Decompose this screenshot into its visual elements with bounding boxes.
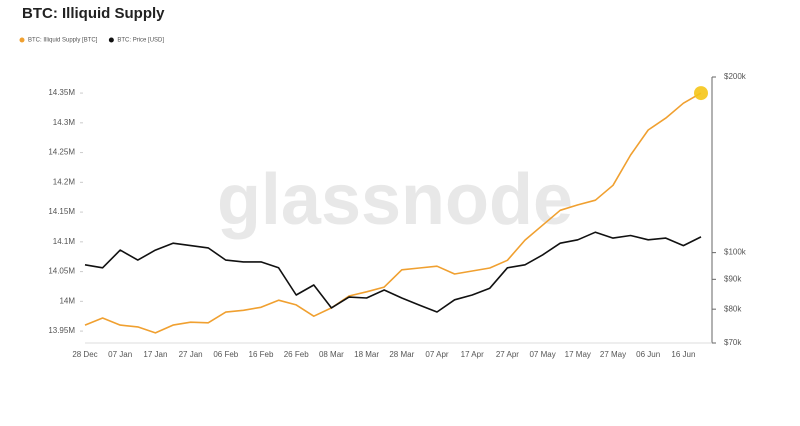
x-tick-label: 28 Dec bbox=[72, 350, 97, 359]
y2-tick-label: $80k bbox=[724, 304, 742, 313]
legend-swatch bbox=[108, 37, 114, 43]
x-tick-label: 18 Mar bbox=[354, 350, 379, 359]
y-tick-label: 14.2M bbox=[53, 177, 76, 186]
y-tick-label: 14.35M bbox=[48, 88, 75, 97]
x-tick-label: 07 May bbox=[529, 350, 555, 359]
y-tick-label: 14.05M bbox=[48, 267, 75, 276]
x-tick-label: 08 Mar bbox=[319, 350, 344, 359]
x-tick-label: 17 Jan bbox=[143, 350, 167, 359]
x-tick-label: 07 Jan bbox=[108, 350, 132, 359]
x-tick-label: 17 Apr bbox=[461, 350, 484, 359]
y-tick-label: 14.15M bbox=[48, 207, 75, 216]
x-tick-label: 27 Apr bbox=[496, 350, 519, 359]
y-tick-label: 14M bbox=[59, 296, 75, 305]
series-line bbox=[84, 231, 702, 313]
y2-tick-label: $100k bbox=[724, 248, 747, 257]
y-tick-label: 13.95M bbox=[48, 326, 75, 335]
endpoint-marker bbox=[694, 86, 708, 101]
x-tick-label: 06 Feb bbox=[213, 350, 238, 359]
x-tick-label: 16 Jun bbox=[671, 350, 695, 359]
legend-swatch bbox=[19, 37, 25, 43]
x-tick-label: 06 Jun bbox=[636, 350, 660, 359]
legend-label: BTC: Price [USD] bbox=[117, 38, 164, 44]
y-tick-label: 14.1M bbox=[53, 237, 76, 246]
y2-tick-label: $70k bbox=[724, 338, 742, 347]
series-line bbox=[84, 92, 702, 334]
x-tick-label: 26 Feb bbox=[284, 350, 309, 359]
y2-tick-label: $200k bbox=[724, 72, 747, 81]
chart-title: BTC: Illiquid Supply bbox=[22, 5, 165, 22]
x-tick-label: 17 May bbox=[565, 350, 591, 359]
x-tick-label: 27 Jan bbox=[179, 350, 203, 359]
y2-tick-label: $90k bbox=[724, 274, 742, 283]
watermark: glassnode bbox=[217, 160, 573, 240]
legend-label: BTC: Illiquid Supply [BTC] bbox=[28, 38, 98, 44]
x-tick-label: 28 Mar bbox=[389, 350, 414, 359]
y-tick-label: 14.3M bbox=[53, 118, 76, 127]
x-tick-label: 27 May bbox=[600, 350, 626, 359]
x-tick-label: 07 Apr bbox=[425, 350, 448, 359]
y-tick-label: 14.25M bbox=[48, 148, 75, 157]
x-tick-label: 16 Feb bbox=[249, 350, 274, 359]
